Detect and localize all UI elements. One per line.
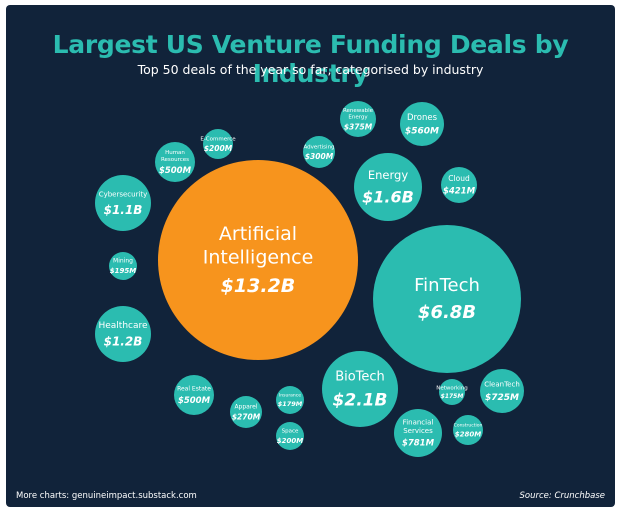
bubble-insurance: Insurance$179M <box>276 386 304 414</box>
footer-credit: More charts: genuineimpact.substack.com <box>16 491 197 501</box>
bubble-label-biotech: BioTech <box>335 370 385 385</box>
bubble-circle-cloud <box>441 167 477 203</box>
bubble-construction: Construction $280M <box>453 415 483 445</box>
bubble-apparel: Apparel $270M <box>230 396 262 428</box>
chart-title: Largest US Venture Funding Deals by Indu… <box>52 30 569 88</box>
bubble-energy: Energy $1.6B <box>354 153 422 221</box>
bubble-mining: Mining $195M <box>109 252 137 280</box>
bubble-circle-artificial-intelligence <box>158 160 358 360</box>
bubble-label-drones: Drones <box>407 113 438 123</box>
bubble-value-advertising: $300M <box>305 152 334 161</box>
bubble-label-human-resources-2: Resources <box>161 157 189 163</box>
bubble-circle-e-commerce <box>203 129 233 159</box>
bubble-label-mining: Mining <box>113 258 133 265</box>
bubble-value-cleantech: $725M <box>485 393 519 403</box>
bubble-label-space: Space <box>282 429 299 435</box>
bubble-value-apparel: $270M <box>232 412 261 421</box>
bubble-value-space: $200M <box>277 437 303 445</box>
bubble-cleantech: CleanTech $725M <box>480 369 524 413</box>
bubble-fintech: FinTech $6.8B <box>373 225 521 373</box>
bubble-value-construction: $280M <box>455 430 481 438</box>
bubble-label-advertising: Advertising <box>303 144 334 150</box>
bubble-value-fintech: $6.8B <box>418 302 476 323</box>
bubble-value-human-resources: $500M <box>159 166 192 176</box>
bubble-circle-financial-services <box>394 409 442 457</box>
bubble-biotech: BioTech $2.1B <box>322 351 398 427</box>
bubble-label-renewable-energy-2: Energy <box>348 115 368 121</box>
bubble-cloud: Cloud $421M <box>441 167 477 203</box>
bubble-circle-drones <box>400 102 444 146</box>
bubble-circle-human-resources <box>155 142 195 182</box>
bubble-label-human-resources-1: Human <box>165 150 185 156</box>
bubble-circle-cybersecurity <box>95 175 151 231</box>
bubble-circle-mining <box>109 252 137 280</box>
bubble-value-real-estate: $500M <box>178 396 211 406</box>
bubble-value-insurance: $179M <box>278 400 303 408</box>
footer-source: Source: Crunchbase <box>519 491 605 501</box>
bubble-cybersecurity: Cybersecurity $1.1B <box>95 175 151 231</box>
bubble-label-artificial-intelligence-2: Intelligence <box>203 246 314 268</box>
bubble-label-cybersecurity: Cybersecurity <box>99 191 148 199</box>
bubble-label-cloud: Cloud <box>448 174 470 183</box>
bubble-label-real-estate: Real Estate <box>177 386 211 393</box>
bubble-value-cybersecurity: $1.1B <box>104 203 143 217</box>
bubble-value-energy: $1.6B <box>362 187 414 206</box>
bubble-value-e-commerce: $200M <box>204 144 233 153</box>
bubble-space: Space $200M <box>276 422 304 450</box>
bubble-circle-cleantech <box>480 369 524 413</box>
bubble-real-estate: Real Estate $500M <box>174 375 214 415</box>
bubble-circle-renewable-energy <box>340 101 376 137</box>
bubble-circle-real-estate <box>174 375 214 415</box>
bubble-circle-apparel <box>230 396 262 428</box>
bubble-value-mining: $195M <box>110 267 136 275</box>
bubble-label-healthcare: Healthcare <box>98 321 148 331</box>
bubble-circle-space <box>276 422 304 450</box>
bubble-label-financial-services-2: Services <box>403 427 433 435</box>
bubble-label-artificial-intelligence-1: Artificial <box>219 223 297 245</box>
bubble-value-biotech: $2.1B <box>333 391 388 411</box>
bubble-circle-healthcare <box>95 306 151 362</box>
bubble-advertising: Advertising $300M <box>303 136 335 168</box>
bubble-value-drones: $560M <box>405 126 439 136</box>
bubble-label-construction: Construction <box>454 422 483 428</box>
bubble-circle-advertising <box>303 136 335 168</box>
bubble-networking: Networking $175M <box>436 379 468 405</box>
bubble-drones: Drones $560M <box>400 102 444 146</box>
bubble-label-e-commerce: E-Commerce <box>200 136 236 142</box>
bubble-circle-insurance <box>276 386 304 414</box>
bubble-label-financial-services-1: Financial <box>403 419 434 427</box>
bubble-value-financial-services: $781M <box>402 439 435 449</box>
bubble-circle-construction <box>453 415 483 445</box>
bubble-healthcare: Healthcare $1.2B <box>95 306 151 362</box>
bubble-label-renewable-energy-1: Renewable <box>343 108 374 114</box>
bubble-circle-energy <box>354 153 422 221</box>
bubble-label-energy: Energy <box>368 168 408 182</box>
bubble-value-renewable-energy: $375M <box>344 123 373 132</box>
bubble-label-apparel: Apparel <box>234 403 257 410</box>
bubble-value-networking: $175M <box>441 393 464 400</box>
bubble-label-insurance: Insurance <box>279 393 301 399</box>
bubble-circle-fintech <box>373 225 521 373</box>
bubble-e-commerce: E-Commerce $200M <box>200 129 236 159</box>
bubble-label-fintech: FinTech <box>414 275 480 296</box>
bubble-value-healthcare: $1.2B <box>104 335 143 349</box>
bubble-circle-networking <box>439 379 465 405</box>
bubble-circle-biotech <box>322 351 398 427</box>
bubble-value-artificial-intelligence: $13.2B <box>221 275 296 297</box>
bubble-label-cleantech: CleanTech <box>484 381 520 389</box>
bubble-label-networking: Networking <box>436 385 467 391</box>
bubble-value-cloud: $421M <box>443 187 476 197</box>
chart-subtitle: Top 50 deals of the year so far, categor… <box>137 62 484 77</box>
